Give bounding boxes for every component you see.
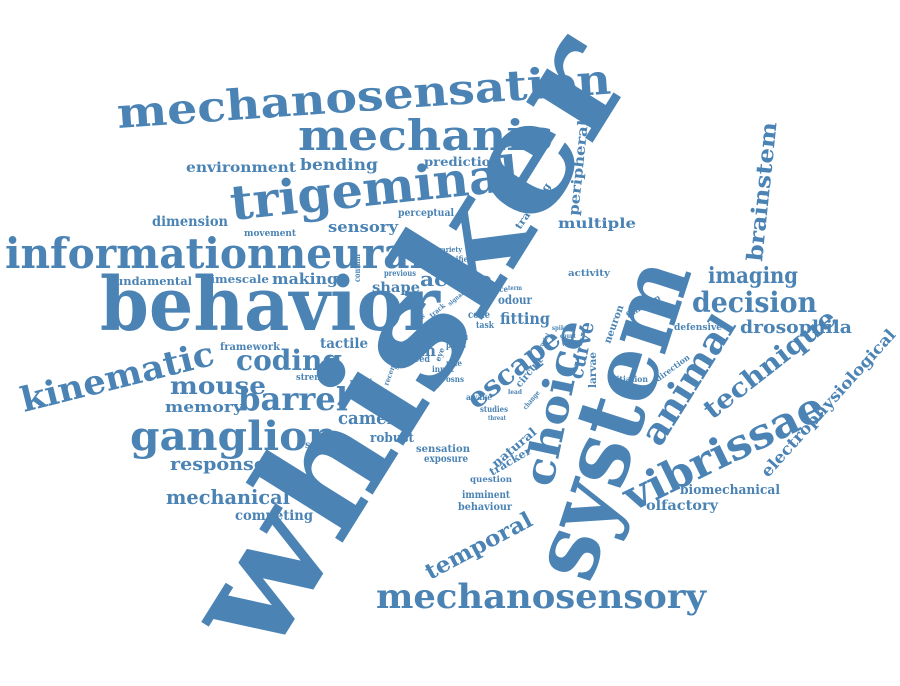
word-sensing: sensing	[305, 440, 345, 451]
word-larvae: larvae	[588, 352, 599, 388]
word-decision: decision	[692, 286, 817, 319]
word-dimension: dimension	[152, 214, 228, 230]
word-lead: lead	[508, 389, 523, 396]
word-olfactory: olfactory	[646, 498, 719, 514]
word-barrel: barrel	[238, 380, 348, 418]
word-classifier: classifier	[436, 254, 473, 264]
word-sensation: sensation	[416, 444, 471, 455]
word-framework: framework	[220, 342, 281, 353]
word-awake: awake	[466, 392, 492, 402]
word-role: role	[446, 358, 462, 368]
word-sensory: sensory	[328, 218, 399, 236]
word-initiation: initiation	[608, 374, 648, 384]
word-coding: coding	[236, 344, 342, 377]
word-exposure: exposure	[424, 454, 468, 465]
word-term: term	[508, 285, 523, 292]
word-brain: brain	[390, 341, 436, 360]
word-force: force	[488, 284, 508, 294]
word-input: input	[432, 364, 454, 374]
word-biomechanical: biomechanical	[680, 483, 780, 498]
word-active: active	[420, 267, 492, 291]
word-task: task	[476, 321, 495, 331]
word-mechanosensory: mechanosensory	[376, 577, 707, 617]
word-drosophila: drosophila	[740, 317, 852, 338]
word-response: response	[170, 454, 266, 475]
word-eye: eye	[432, 346, 446, 363]
word-imaging: imaging	[708, 263, 798, 289]
word-fitting: fitting	[500, 309, 550, 328]
word-activity: activity	[568, 269, 611, 279]
word-competing: competing	[235, 508, 313, 524]
word-movement: movement	[244, 229, 297, 239]
word-camera: camera	[338, 408, 406, 429]
word-pwas: pwas	[446, 340, 466, 350]
word-osns: osns	[446, 374, 464, 384]
word-speed: speed	[404, 355, 431, 365]
word-spike: spike	[552, 325, 568, 332]
word-shape: shape	[372, 280, 420, 296]
word-making: making	[272, 270, 339, 288]
word-mouse: mouse	[170, 371, 266, 400]
word-count: count	[560, 333, 576, 340]
word-mechanic: mechanic	[298, 111, 553, 160]
word-valence: valence	[561, 341, 582, 348]
word-behaviour: behaviour	[458, 502, 513, 513]
word-fundamental: fundamental	[110, 275, 192, 288]
word-behavior: behavior	[100, 262, 441, 348]
word-related: related	[350, 377, 372, 386]
word-contain: contain	[352, 254, 362, 282]
word-previous: previous	[384, 268, 416, 278]
word-threat: threat	[488, 415, 506, 422]
word-bending: bending	[300, 155, 378, 174]
word-strength: strength	[296, 373, 336, 383]
word-studies: studies	[480, 404, 508, 414]
word-robust: robust	[370, 431, 414, 446]
word-mechanical: mechanical	[166, 485, 290, 509]
word-imminent: imminent	[462, 490, 510, 501]
word-odour: odour	[498, 293, 533, 307]
word-perceptual: perceptual	[398, 208, 454, 219]
word-brainstem: brainstem	[742, 121, 782, 263]
word-defensive: defensive	[674, 323, 722, 333]
word-question: question	[470, 474, 512, 484]
word-ganglion: ganglion	[130, 413, 338, 460]
word-prediction: prediction	[424, 155, 500, 169]
word-informationneural: informationneural	[5, 229, 425, 278]
word-environment: environment	[186, 160, 297, 176]
word-cell: cell	[456, 335, 469, 342]
word-variety: variety	[437, 245, 463, 254]
word-tool: tool	[436, 331, 449, 338]
word-timescale: timescale	[205, 273, 269, 286]
word-code: code	[468, 310, 490, 321]
word-memory: memory	[165, 398, 244, 416]
word-multiple: multiple	[558, 216, 636, 232]
word-tactile: tactile	[320, 336, 368, 352]
